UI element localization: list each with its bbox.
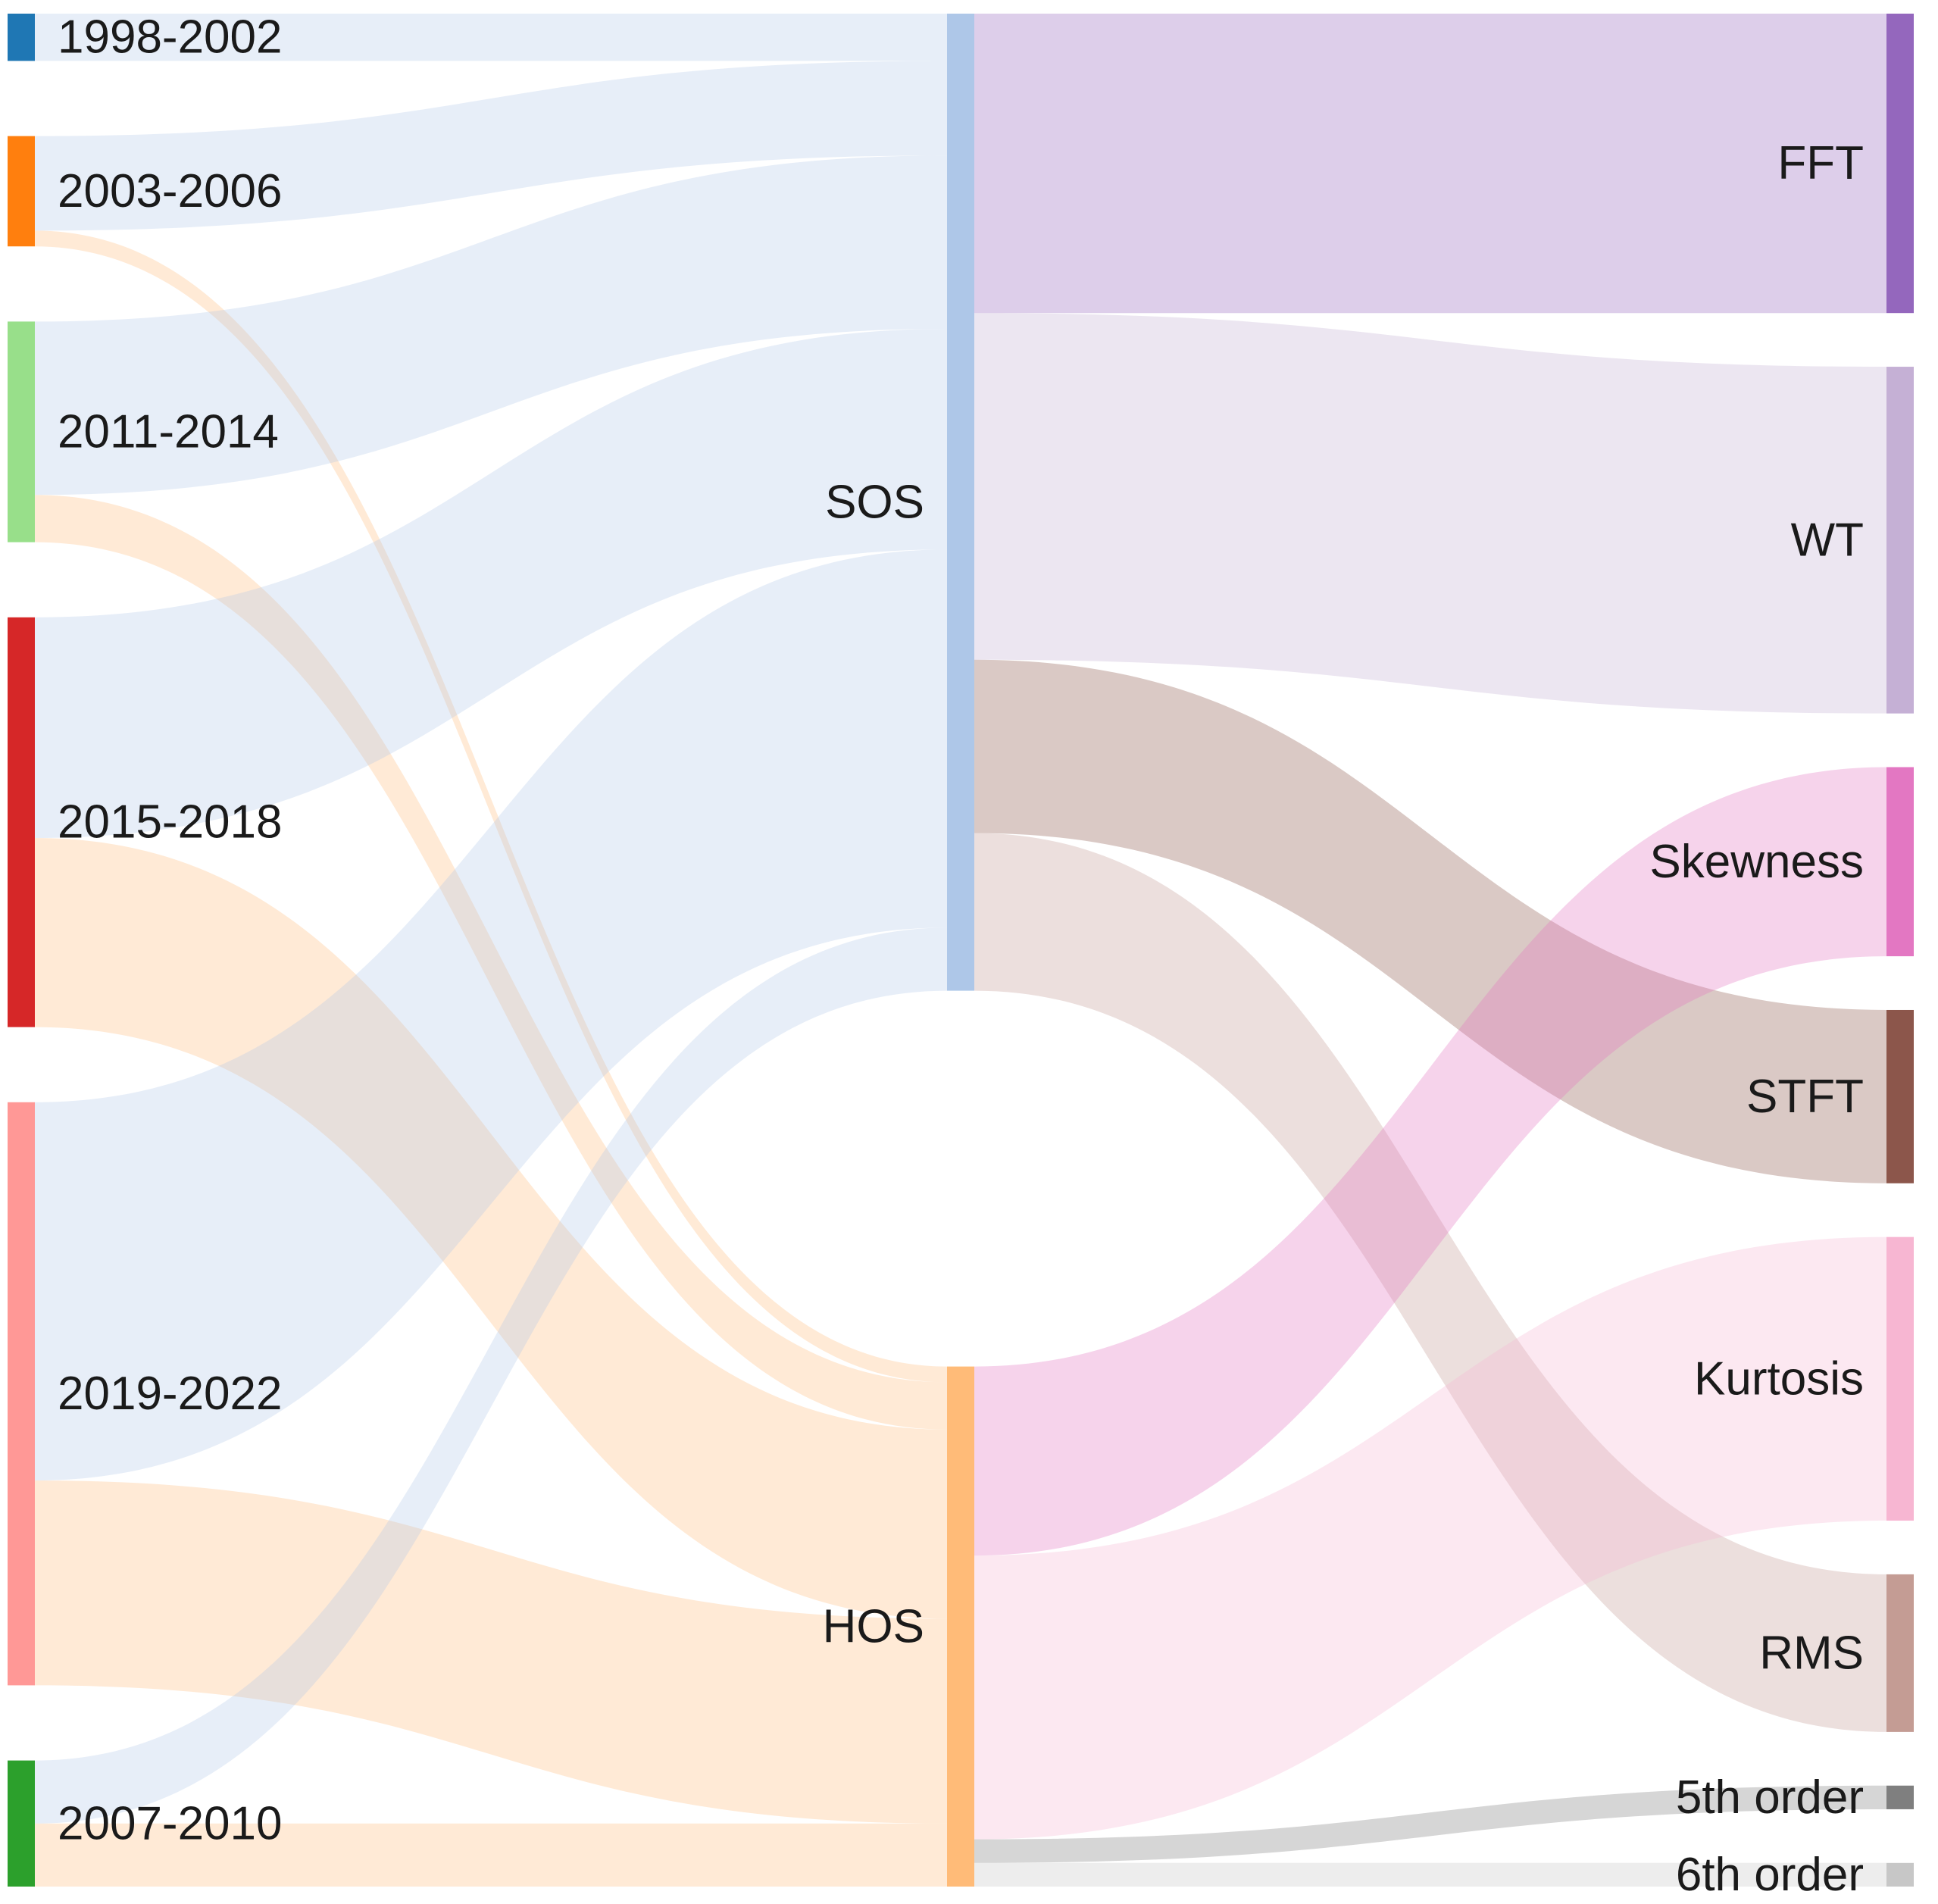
node-1998-2002	[8, 14, 35, 61]
node-2019-2022	[8, 1102, 35, 1686]
link-hos-to-skewness	[974, 767, 1886, 1556]
node-stft	[1886, 1009, 1914, 1183]
label-1998-2002: 1998-2002	[58, 11, 283, 64]
link-2003-2006-to-sos	[35, 61, 947, 231]
node-wt	[1886, 367, 1914, 714]
link-2019-2022-to-sos	[35, 549, 947, 1481]
label-skewness: Skewness	[1649, 836, 1864, 888]
node-hos	[947, 1366, 974, 1887]
link-sos-to-wt	[974, 313, 1886, 714]
link-hos-to-kurtosis	[974, 1237, 1886, 1840]
label-hos: HOS	[823, 1600, 924, 1652]
link-2015-2018-to-hos	[35, 838, 947, 1619]
link-hos-to-6th-order	[974, 1862, 1886, 1887]
link-sos-to-stft	[974, 659, 1886, 1183]
sankey-labels: 1998-2002 2003-2006 2011-2014 2015-2018 2019…	[58, 11, 1864, 1901]
node-skewness	[1886, 767, 1914, 957]
node-sos	[947, 14, 974, 991]
link-sos-to-rms	[974, 833, 1886, 1732]
link-1998-2002-to-sos	[35, 14, 947, 61]
node-6th-order	[1886, 1862, 1914, 1887]
label-2015-2018: 2015-2018	[58, 796, 283, 849]
link-sos-to-fft	[974, 14, 1886, 314]
label-stft: STFT	[1746, 1071, 1864, 1123]
node-2007-2010	[8, 1760, 35, 1887]
node-kurtosis	[1886, 1237, 1914, 1521]
label-sos: SOS	[825, 476, 924, 528]
link-2011-2014-to-sos	[35, 155, 947, 496]
sankey-nodes	[8, 14, 1914, 1887]
sankey-links	[35, 14, 1886, 1887]
node-5th-order	[1886, 1785, 1914, 1809]
label-2003-2006: 2003-2006	[58, 165, 283, 217]
label-fft: FFT	[1777, 137, 1864, 189]
link-2019-2022-to-hos	[35, 1480, 947, 1824]
link-2007-2010-to-hos	[35, 1823, 947, 1887]
link-2011-2014-to-hos	[35, 495, 947, 1430]
label-6th-order: 6th order	[1676, 1849, 1864, 1901]
link-2007-2010-to-sos	[35, 927, 947, 1824]
label-5th-order: 5th order	[1676, 1771, 1864, 1824]
node-fft	[1886, 14, 1914, 314]
link-2015-2018-to-sos	[35, 329, 947, 838]
label-rms: RMS	[1759, 1627, 1864, 1679]
label-wt: WT	[1791, 514, 1864, 566]
node-2015-2018	[8, 617, 35, 1027]
link-hos-to-5th-order	[974, 1785, 1886, 1863]
label-kurtosis: Kurtosis	[1694, 1352, 1864, 1405]
label-2011-2014: 2011-2014	[58, 406, 279, 458]
label-2019-2022: 2019-2022	[58, 1368, 283, 1420]
node-rms	[1886, 1574, 1914, 1732]
link-2003-2006-to-hos	[35, 230, 947, 1383]
node-2003-2006	[8, 136, 35, 247]
label-2007-2010: 2007-2010	[58, 1797, 283, 1849]
node-2011-2014	[8, 321, 35, 542]
